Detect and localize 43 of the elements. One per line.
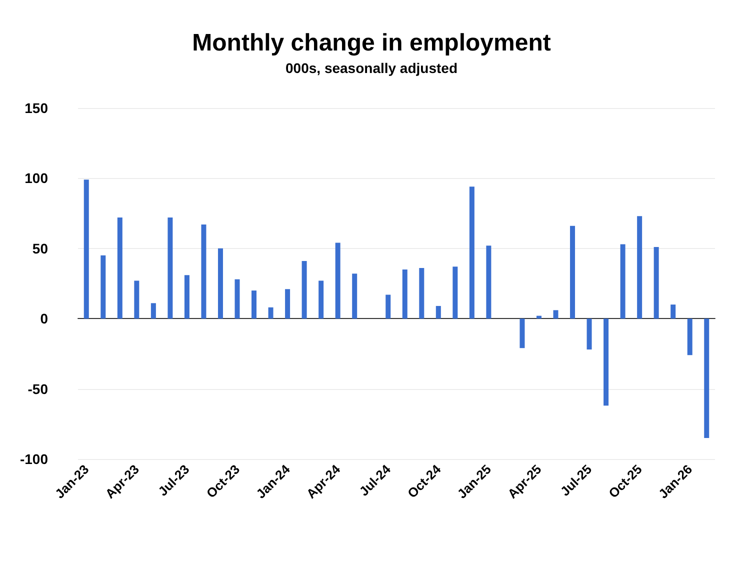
- bar: [100, 255, 106, 319]
- bar: [252, 290, 257, 319]
- chart-subtitle: 000s, seasonally adjusted: [286, 60, 458, 76]
- bar: [352, 274, 358, 319]
- bar: [134, 280, 140, 319]
- bar: [402, 269, 408, 319]
- bar: [687, 318, 692, 356]
- chart-title: Monthly change in employment: [192, 30, 551, 56]
- bar: [486, 246, 492, 319]
- bar: [553, 310, 558, 319]
- y-tick-label: 50: [32, 240, 48, 256]
- bar: [218, 248, 223, 319]
- bar: [637, 216, 642, 319]
- bar: [84, 180, 89, 319]
- bar: [201, 224, 206, 319]
- bar: [670, 304, 676, 319]
- bar: [268, 307, 274, 319]
- y-tick-label: -100: [20, 451, 48, 467]
- bar: [335, 242, 340, 319]
- bar: [604, 318, 609, 406]
- bar: [234, 279, 240, 319]
- bar: [302, 261, 307, 319]
- y-tick-label: 0: [40, 310, 48, 327]
- bar: [570, 226, 576, 319]
- bar: [704, 318, 710, 438]
- bar: [184, 275, 190, 319]
- bar: [117, 218, 122, 319]
- bar: [419, 268, 424, 319]
- y-tick-label: 150: [24, 100, 48, 116]
- bar: [150, 303, 156, 319]
- bar: [654, 246, 659, 319]
- bar: [285, 289, 290, 319]
- bar: [452, 266, 458, 319]
- bar: [386, 294, 391, 319]
- y-tick-label: -50: [28, 380, 48, 397]
- y-tick-label: 100: [24, 170, 48, 186]
- bar: [168, 218, 173, 319]
- bar: [469, 186, 474, 319]
- bar: [520, 318, 525, 348]
- bar: [586, 318, 592, 350]
- bar: [620, 244, 626, 319]
- bar: [436, 306, 441, 319]
- bar: [318, 280, 324, 319]
